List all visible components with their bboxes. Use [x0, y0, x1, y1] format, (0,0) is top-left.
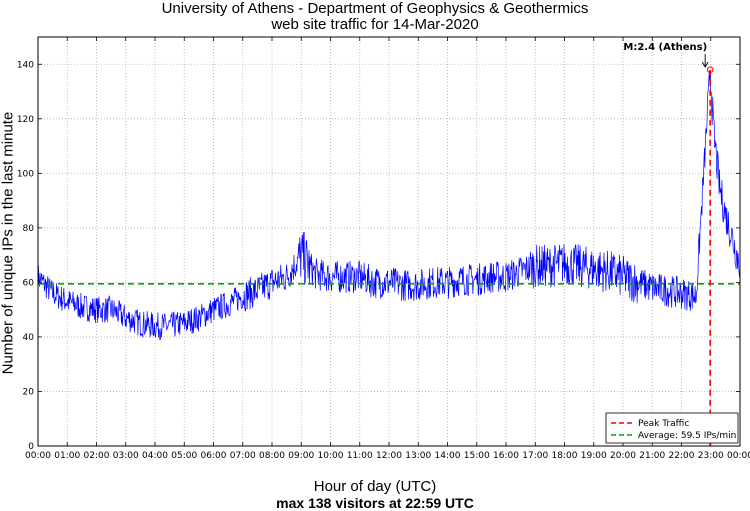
earthquake-annotation: M:2.4 (Athens) [623, 42, 707, 53]
x-tick-label: 15:00 [464, 451, 490, 461]
y-tick-label: 60 [23, 278, 35, 288]
x-tick-label: 13:00 [405, 451, 431, 461]
y-tick-label: 120 [17, 115, 34, 125]
legend-box [605, 412, 739, 444]
x-tick-label: 23:00 [698, 451, 724, 461]
traffic-series-line [38, 69, 740, 340]
x-tick-label: 20:00 [610, 451, 636, 461]
x-tick-label: 12:00 [376, 451, 402, 461]
x-axis-label: Hour of day (UTC) [313, 478, 437, 495]
x-tick-label: 21:00 [639, 451, 665, 461]
y-tick-label: 0 [28, 442, 34, 452]
legend-average-label: Average: 59.5 IPs/min [638, 431, 736, 441]
x-tick-label: 06:00 [201, 451, 227, 461]
y-tick-label: 40 [23, 333, 35, 343]
y-tick-label: 20 [23, 387, 35, 397]
y-tick-label: 80 [23, 224, 35, 234]
x-tick-label: 16:00 [493, 451, 519, 461]
chart-subtitle: max 138 visitors at 22:59 UTC [276, 495, 474, 511]
x-tick-label: 01:00 [54, 451, 80, 461]
chart-title-line1: University of Athens - Department of Geo… [161, 0, 589, 17]
x-tick-label: 09:00 [288, 451, 314, 461]
x-tick-label: 04:00 [142, 451, 168, 461]
x-tick-label: 22:00 [669, 451, 695, 461]
x-tick-label: 11:00 [347, 451, 373, 461]
y-tick-label: 140 [17, 60, 34, 70]
x-tick-label: 02:00 [84, 451, 110, 461]
x-tick-label: 17:00 [522, 451, 548, 461]
x-tick-label: 05:00 [171, 451, 197, 461]
x-tick-label: 18:00 [552, 451, 578, 461]
x-tick-label: 07:00 [230, 451, 256, 461]
x-tick-label: 14:00 [435, 451, 461, 461]
x-tick-label: 08:00 [259, 451, 285, 461]
annotation-arrow-head [701, 61, 709, 68]
chart-title-line2: web site traffic for 14-Mar-2020 [271, 16, 479, 33]
y-tick-label: 100 [17, 169, 34, 179]
plot-frame [37, 36, 741, 447]
x-tick-label: 19:00 [581, 451, 607, 461]
x-tick-label: 03:00 [113, 451, 139, 461]
peak-marker [706, 66, 714, 74]
x-tick-label: 00:00 [25, 451, 51, 461]
x-tick-label: 10:00 [318, 451, 344, 461]
x-tick-label: 00:00 [727, 451, 750, 461]
legend-peak-label: Peak Traffic [638, 419, 689, 429]
